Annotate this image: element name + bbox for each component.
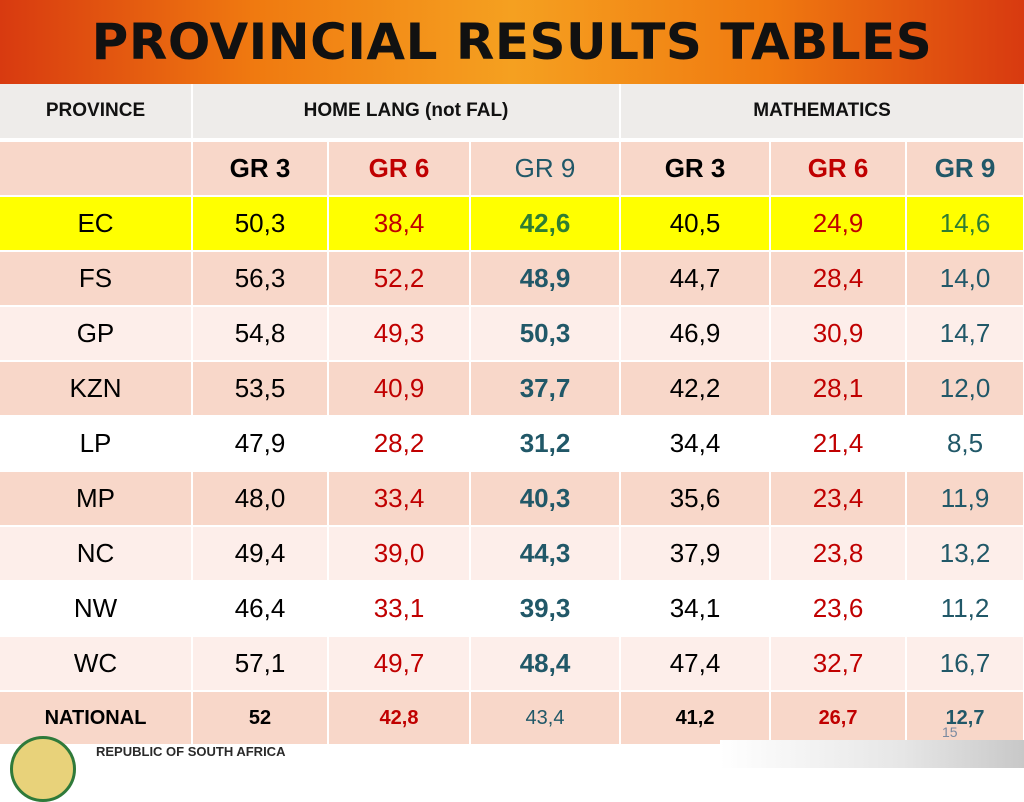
national-hl-gr9: 43,4: [470, 691, 622, 746]
hl-gr9-cell: 48,4: [470, 636, 622, 692]
national-row: NATIONAL 52 42,8 43,4 41,2 26,7 12,7: [0, 691, 1024, 746]
table-row: KZN 53,5 40,9 37,7 42,2 28,1 12,0: [0, 361, 1024, 417]
province-cell: GP: [0, 306, 193, 362]
math-gr6-cell: 28,1: [770, 361, 908, 417]
province-cell: WC: [0, 636, 193, 692]
national-hl-gr3: 52: [192, 691, 329, 746]
math-gr3-cell: 35,6: [620, 471, 772, 527]
math-gr3-cell: 37,9: [620, 526, 772, 582]
table-row: WC 57,1 49,7 48,4 47,4 32,7 16,7: [0, 636, 1024, 692]
header-home-lang: HOME LANG (not FAL): [192, 84, 622, 142]
hl-gr3-cell: 53,5: [192, 361, 329, 417]
hl-gr3-cell: 57,1: [192, 636, 329, 692]
hl-gr6-cell: 33,1: [328, 581, 471, 637]
page-number: 15: [942, 724, 958, 740]
table-row: LP 47,9 28,2 31,2 34,4 21,4 8,5: [0, 416, 1024, 472]
math-gr9-cell: 11,9: [906, 471, 1024, 527]
math-gr9-cell: 14,0: [906, 251, 1024, 307]
coat-of-arms-icon: [10, 736, 76, 802]
title-bar: PROVINCIAL RESULTS TABLES: [0, 0, 1024, 84]
hl-gr6-cell: 49,3: [328, 306, 471, 362]
math-gr6-cell: 23,4: [770, 471, 908, 527]
header-mathematics: MATHEMATICS: [620, 84, 1024, 142]
hl-gr6-cell: 28,2: [328, 416, 471, 472]
national-hl-gr6: 42,8: [328, 691, 471, 746]
table-row: FS 56,3 52,2 48,9 44,7 28,4 14,0: [0, 251, 1024, 307]
province-cell: LP: [0, 416, 193, 472]
hl-gr6-cell: 40,9: [328, 361, 471, 417]
hl-gr6-cell: 49,7: [328, 636, 471, 692]
hl-gr9-cell: 39,3: [470, 581, 622, 637]
math-gr6-cell: 23,6: [770, 581, 908, 637]
math-gr3-cell: 42,2: [620, 361, 772, 417]
math-gr3-cell: 47,4: [620, 636, 772, 692]
grade-header-math-gr3: GR 3: [620, 140, 772, 197]
math-gr9-cell: 14,6: [906, 196, 1024, 252]
table-row: EC 50,3 38,4 42,6 40,5 24,9 14,6: [0, 196, 1024, 252]
math-gr3-cell: 34,4: [620, 416, 772, 472]
math-gr6-cell: 28,4: [770, 251, 908, 307]
national-math-gr9: 12,7: [906, 691, 1024, 746]
footer-org-text: REPUBLIC OF SOUTH AFRICA: [96, 744, 286, 759]
hl-gr3-cell: 54,8: [192, 306, 329, 362]
math-gr6-cell: 23,8: [770, 526, 908, 582]
math-gr3-cell: 40,5: [620, 196, 772, 252]
hl-gr3-cell: 56,3: [192, 251, 329, 307]
footer-decoration: [720, 740, 1024, 768]
math-gr3-cell: 34,1: [620, 581, 772, 637]
table-row: GP 54,8 49,3 50,3 46,9 30,9 14,7: [0, 306, 1024, 362]
header-province: PROVINCE: [0, 84, 193, 142]
footer-logo: REPUBLIC OF SOUTH AFRICA: [0, 730, 300, 802]
table-row: MP 48,0 33,4 40,3 35,6 23,4 11,9: [0, 471, 1024, 527]
national-math-gr3: 41,2: [620, 691, 772, 746]
hl-gr6-cell: 38,4: [328, 196, 471, 252]
grade-header-hl-gr3: GR 3: [192, 140, 329, 197]
hl-gr3-cell: 47,9: [192, 416, 329, 472]
hl-gr3-cell: 48,0: [192, 471, 329, 527]
province-cell: NW: [0, 581, 193, 637]
national-math-gr6: 26,7: [770, 691, 908, 746]
province-cell: FS: [0, 251, 193, 307]
hl-gr3-cell: 46,4: [192, 581, 329, 637]
math-gr9-cell: 8,5: [906, 416, 1024, 472]
hl-gr6-cell: 33,4: [328, 471, 471, 527]
results-table: PROVINCE HOME LANG (not FAL) MATHEMATICS…: [0, 84, 1024, 746]
table-row: NW 46,4 33,1 39,3 34,1 23,6 11,2: [0, 581, 1024, 637]
grade-header-hl-gr9: GR 9: [470, 140, 622, 197]
grade-header-hl-gr6: GR 6: [328, 140, 471, 197]
hl-gr9-cell: 44,3: [470, 526, 622, 582]
table-header-row: PROVINCE HOME LANG (not FAL) MATHEMATICS: [0, 84, 1024, 142]
province-cell: KZN: [0, 361, 193, 417]
province-cell: NC: [0, 526, 193, 582]
math-gr9-cell: 13,2: [906, 526, 1024, 582]
grade-header-row: GR 3 GR 6 GR 9 GR 3 GR 6 GR 9: [0, 140, 1024, 197]
hl-gr9-cell: 42,6: [470, 196, 622, 252]
hl-gr3-cell: 49,4: [192, 526, 329, 582]
hl-gr6-cell: 52,2: [328, 251, 471, 307]
math-gr6-cell: 30,9: [770, 306, 908, 362]
math-gr6-cell: 32,7: [770, 636, 908, 692]
math-gr9-cell: 16,7: [906, 636, 1024, 692]
grade-header-math-gr6: GR 6: [770, 140, 908, 197]
grade-header-empty: [0, 140, 193, 197]
grade-header-math-gr9: GR 9: [906, 140, 1024, 197]
math-gr3-cell: 46,9: [620, 306, 772, 362]
math-gr9-cell: 11,2: [906, 581, 1024, 637]
province-cell: MP: [0, 471, 193, 527]
math-gr6-cell: 24,9: [770, 196, 908, 252]
page-title: PROVINCIAL RESULTS TABLES: [91, 13, 933, 71]
hl-gr6-cell: 39,0: [328, 526, 471, 582]
hl-gr9-cell: 31,2: [470, 416, 622, 472]
hl-gr9-cell: 37,7: [470, 361, 622, 417]
math-gr6-cell: 21,4: [770, 416, 908, 472]
math-gr9-cell: 14,7: [906, 306, 1024, 362]
math-gr3-cell: 44,7: [620, 251, 772, 307]
hl-gr9-cell: 40,3: [470, 471, 622, 527]
math-gr9-cell: 12,0: [906, 361, 1024, 417]
table-row: NC 49,4 39,0 44,3 37,9 23,8 13,2: [0, 526, 1024, 582]
hl-gr9-cell: 48,9: [470, 251, 622, 307]
province-cell: EC: [0, 196, 193, 252]
hl-gr9-cell: 50,3: [470, 306, 622, 362]
hl-gr3-cell: 50,3: [192, 196, 329, 252]
